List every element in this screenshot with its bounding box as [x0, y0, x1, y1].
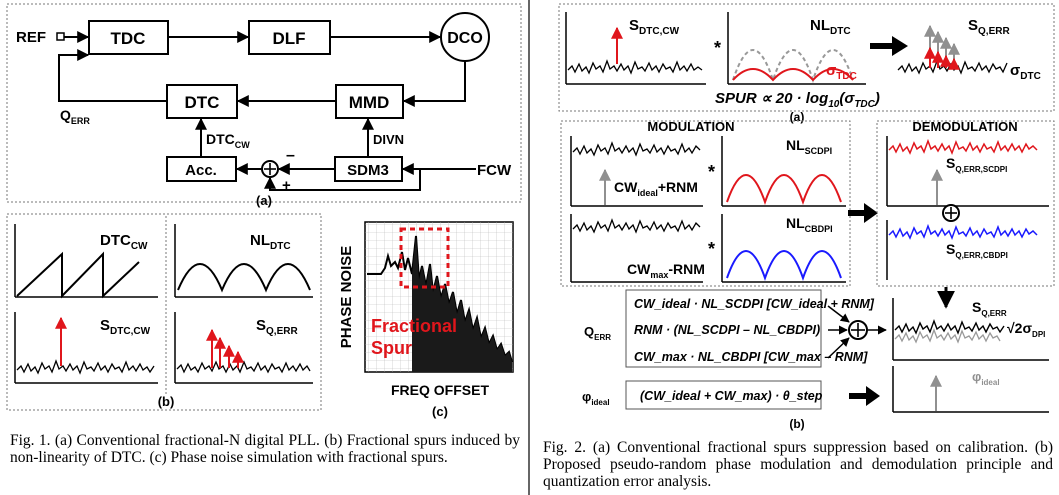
nldtc-arcs [177, 263, 311, 293]
f2a-sigma-dtc-label: σDTC [1010, 62, 1041, 82]
fcw-label: FCW [477, 162, 512, 179]
sdm3-label: SDM3 [347, 162, 389, 179]
sdtc-plot-label: SDTC,CW [100, 317, 151, 337]
f2a-nl-dashed-arcs [732, 49, 854, 84]
fractional-annot: Fractional [371, 316, 457, 336]
fig1a-frame [6, 3, 522, 203]
sqerr-plot-label: SQ,ERR [256, 317, 298, 337]
pn-curve-fill [412, 236, 512, 372]
eq1: CW_ideal · NL_SCDPI [CW_ideal + RNM] [634, 297, 875, 311]
acc-label: Acc. [185, 162, 217, 179]
f2a-nl-label: NLDTC [810, 17, 851, 37]
sqscdpi-noise [888, 138, 1038, 156]
sqcbdpi-label: SQ,ERR,CBDPI [946, 241, 1008, 260]
f2a-sdtc-label: SDTC,CW [629, 17, 680, 37]
qerr-eq-box [625, 289, 822, 368]
mod-to-demod-arrow [848, 203, 878, 223]
mod-conv-1: * [708, 162, 715, 182]
result-sq-label: SQ,ERR [972, 299, 1007, 318]
sdtc-noise [16, 359, 155, 375]
nldtc-plot-label: NLDTC [250, 232, 291, 252]
f2a-big-arrow [870, 36, 908, 56]
dco-label: DCO [447, 30, 483, 47]
result-noise-black [894, 318, 1005, 335]
freq-offset-xlabel: FREQ OFFSET [391, 382, 489, 398]
f2a-conv-symbol: * [714, 38, 721, 58]
cwideal-noise [572, 141, 701, 157]
fig2a-panel-label: (a) [790, 110, 805, 124]
fig1b-frame [6, 213, 322, 411]
divn-label: DIVN [373, 132, 404, 147]
dco-to-mmd [402, 61, 466, 107]
nlcbdpi-arcs [726, 250, 842, 282]
cwmax-noise [572, 218, 701, 234]
dtccw-sawtooth [16, 251, 140, 299]
tdc-label: TDC [111, 29, 146, 48]
eq1-to-sum [827, 305, 850, 323]
fig2a-frame [558, 3, 1055, 112]
minus-sign: – [286, 147, 295, 164]
nlscdpi-arcs [726, 174, 842, 206]
qerr-label: QERR [60, 107, 90, 126]
ref-port [56, 32, 65, 41]
f2a-sq-label: SQ,ERR [968, 17, 1010, 37]
fig2b-panel-label: (b) [789, 417, 804, 431]
fig2-caption: Fig. 2. (a) Conventional fractional spur… [543, 439, 1053, 490]
cwmax-label: CWmax-RNM [627, 261, 705, 280]
spur-highlight-box [399, 227, 450, 289]
mod-conv-2: * [708, 239, 715, 259]
f2a-sdtc-noise [567, 59, 703, 75]
f2a-nl-red-arcs [732, 68, 854, 82]
nlscdpi-label: NLSCDPI [786, 137, 832, 156]
demodulation-title: DEMODULATION [912, 119, 1017, 134]
dlf-label: DLF [272, 29, 305, 48]
plus-sign: + [282, 177, 291, 194]
dtccw-plot-label: DTCCW [100, 232, 148, 252]
root2-sigma-label: √2σDPI [1007, 320, 1045, 339]
fcw-feedback [264, 169, 421, 191]
cwideal-label: CWideal+RNM [614, 179, 698, 198]
mmd-label: MMD [349, 93, 390, 112]
spur-annot: Spur [371, 338, 412, 358]
dtc-label: DTC [185, 93, 220, 112]
phi-eq-box [625, 380, 822, 410]
eq3: CW_max · NL_CBDPI [CW_max – RNM] [634, 350, 868, 364]
tdc-block [88, 20, 169, 55]
phi-row-label: φideal [582, 389, 610, 407]
modulation-title: MODULATION [647, 119, 734, 134]
nlcbdpi-label: NLCBDPI [786, 215, 833, 234]
fig1-caption: Fig. 1. (a) Conventional fractional-N di… [10, 432, 520, 466]
f2a-sigma-tdc-label: σTDC [826, 62, 857, 82]
phase-noise-ylabel: PHASE NOISE [338, 246, 355, 349]
ref-label: REF [16, 29, 46, 46]
eq4: (CW_ideal + CW_max) · θ_step [640, 389, 823, 403]
demodulation-frame [876, 120, 1055, 287]
spur-formula: SPUR ∝ 20 · log10(σTDC) [715, 90, 880, 110]
eq2: RNM · (NL_SCDPI – NL_CBDPI) [634, 323, 820, 337]
sqerr-noise [176, 360, 311, 374]
f2a-sq-noise [897, 59, 1008, 75]
qerr-row-label: QERR [584, 324, 611, 342]
fig1b-panel-label: (b) [158, 394, 175, 409]
eq3-to-sum [827, 337, 850, 359]
sqscdpi-label: SQ,ERR,SCDPI [946, 155, 1007, 174]
fig1a-panel-label: (a) [256, 193, 272, 208]
result-noise-gray [894, 328, 1001, 344]
sqcbdpi-noise [888, 223, 1038, 241]
fig1c-panel-label: (c) [432, 404, 448, 419]
dtccw-label: DTCCW [206, 131, 250, 150]
modulation-frame [560, 120, 851, 287]
phi-big-arrow [849, 386, 880, 406]
phi-ideal-label: φideal [972, 369, 1000, 387]
dtc-to-tdc [58, 49, 167, 102]
